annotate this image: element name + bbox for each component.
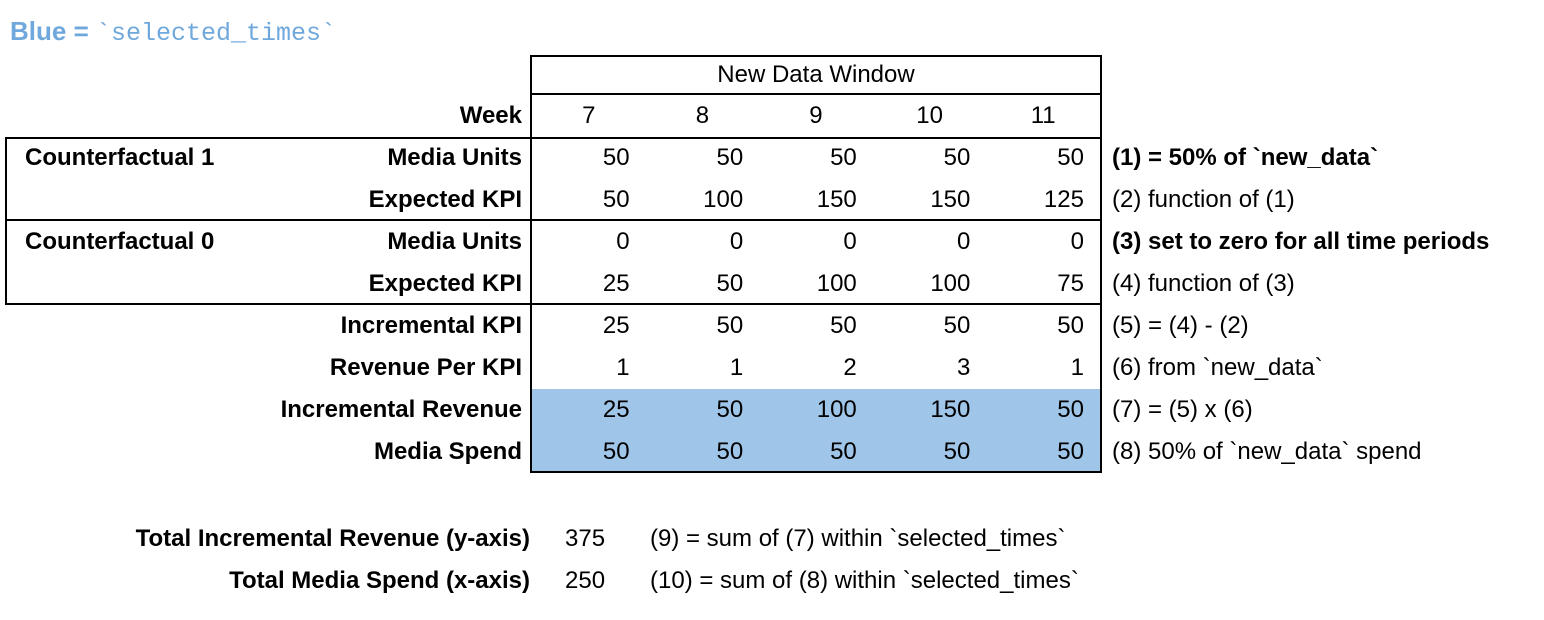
cell: 150 bbox=[930, 396, 971, 423]
table-row: 25 50 100 100 75 bbox=[532, 263, 1100, 305]
cell: 0 bbox=[616, 228, 630, 255]
cell: 0 bbox=[729, 228, 744, 255]
cell: 100 bbox=[816, 396, 857, 423]
week-number: 9 bbox=[809, 102, 823, 129]
cell: 50 bbox=[830, 144, 857, 171]
week-label: Week bbox=[459, 102, 522, 129]
annotation-7: (7) = (5) x (6) bbox=[1112, 396, 1253, 423]
table-border-left bbox=[530, 55, 532, 473]
total-media-spend-label: Total Media Spend (x-axis) bbox=[229, 567, 530, 594]
total-media-spend-value: 250 bbox=[565, 567, 606, 594]
table-row: 25 50 50 50 50 bbox=[532, 305, 1100, 347]
table-row: 50 50 50 50 50 bbox=[532, 137, 1100, 179]
new-data-window-header: New Data Window bbox=[717, 61, 915, 88]
cell: 75 bbox=[1057, 270, 1084, 297]
cell: 50 bbox=[716, 312, 744, 339]
annotation-5: (5) = (4) - (2) bbox=[1112, 312, 1249, 339]
cell: 50 bbox=[1057, 438, 1084, 465]
cell: 50 bbox=[1057, 144, 1084, 171]
annotation-4: (4) function of (3) bbox=[1112, 270, 1295, 297]
cell: 50 bbox=[943, 312, 971, 339]
week-number: 10 bbox=[916, 102, 943, 129]
table-row: 50 100 150 150 125 bbox=[532, 179, 1100, 221]
selected-times-highlight bbox=[532, 389, 1100, 471]
cell: 25 bbox=[602, 396, 630, 423]
total-incremental-revenue-label: Total Incremental Revenue (y-axis) bbox=[135, 525, 530, 552]
table-row-highlighted: 50 50 50 50 50 bbox=[532, 431, 1100, 473]
week-number-row: 7 8 9 10 11 bbox=[532, 95, 1100, 137]
cell: 25 bbox=[602, 270, 630, 297]
cell: 25 bbox=[602, 312, 630, 339]
week-number: 7 bbox=[582, 102, 596, 129]
table-border-cf1-bottom bbox=[5, 219, 1102, 221]
cell: 100 bbox=[816, 270, 857, 297]
annotation-2: (2) function of (1) bbox=[1112, 186, 1295, 213]
row-label-expected-kpi-cf0: Expected KPI bbox=[368, 270, 522, 297]
cell: 50 bbox=[716, 438, 744, 465]
cell: 1 bbox=[729, 354, 744, 381]
table-row: 0 0 0 0 0 bbox=[532, 221, 1100, 263]
legend-note: Blue = `selected_times` bbox=[10, 16, 336, 48]
total-incremental-revenue-value: 375 bbox=[565, 525, 606, 552]
group-label-counterfactual-0: Counterfactual 0 bbox=[25, 228, 215, 255]
cell: 100 bbox=[703, 186, 744, 213]
cell: 125 bbox=[1043, 186, 1084, 213]
row-label-media-units-cf0: Media Units bbox=[387, 228, 522, 255]
row-label-media-units-cf1: Media Units bbox=[387, 144, 522, 171]
cell: 100 bbox=[930, 270, 971, 297]
row-label-expected-kpi-cf1: Expected KPI bbox=[368, 186, 522, 213]
week-number: 8 bbox=[695, 102, 710, 129]
table-row: 1 1 2 3 1 bbox=[532, 347, 1100, 389]
cell: 50 bbox=[830, 438, 857, 465]
annotation-6: (6) from `new_data` bbox=[1112, 354, 1323, 381]
group-box-left-border bbox=[5, 137, 7, 305]
table-border-top bbox=[530, 55, 1102, 57]
row-label-incremental-kpi: Incremental KPI bbox=[340, 312, 522, 339]
cell: 50 bbox=[602, 144, 630, 171]
cell: 50 bbox=[1057, 396, 1084, 423]
annotation-9: (9) = sum of (7) within `selected_times` bbox=[650, 525, 1066, 552]
cell: 50 bbox=[716, 144, 744, 171]
cell: 50 bbox=[602, 438, 630, 465]
table-border-cf0-bottom bbox=[5, 303, 1102, 305]
cell: 1 bbox=[1070, 354, 1084, 381]
annotation-1: (1) = 50% of `new_data` bbox=[1112, 144, 1379, 171]
cell: 50 bbox=[943, 438, 971, 465]
annotation-10: (10) = sum of (8) within `selected_times… bbox=[650, 567, 1079, 594]
table-border-week-bottom bbox=[5, 137, 1102, 139]
cell: 1 bbox=[616, 354, 630, 381]
cell: 50 bbox=[943, 144, 971, 171]
cell: 3 bbox=[957, 354, 971, 381]
cell: 50 bbox=[716, 270, 744, 297]
cell: 50 bbox=[830, 312, 857, 339]
annotation-3: (3) set to zero for all time periods bbox=[1112, 228, 1490, 255]
cell: 50 bbox=[1057, 312, 1084, 339]
table-border-right bbox=[1100, 55, 1102, 473]
row-label-revenue-per-kpi: Revenue Per KPI bbox=[329, 354, 522, 381]
table-row-highlighted: 25 50 100 150 50 bbox=[532, 389, 1100, 431]
cell: 50 bbox=[602, 186, 630, 213]
row-label-incremental-revenue: Incremental Revenue bbox=[280, 396, 522, 423]
table-border-header-bottom bbox=[530, 93, 1102, 95]
legend-note-code: `selected_times` bbox=[95, 19, 337, 48]
cell: 0 bbox=[957, 228, 971, 255]
cell: 150 bbox=[930, 186, 971, 213]
cell: 50 bbox=[716, 396, 744, 423]
cell: 150 bbox=[816, 186, 857, 213]
legend-note-prefix: Blue = bbox=[10, 16, 96, 46]
week-number: 11 bbox=[1030, 102, 1056, 129]
table-border-bottom bbox=[530, 471, 1102, 473]
group-label-counterfactual-1: Counterfactual 1 bbox=[25, 144, 215, 171]
cell: 0 bbox=[1070, 228, 1084, 255]
row-label-media-spend: Media Spend bbox=[373, 438, 522, 465]
annotation-8: (8) 50% of `new_data` spend bbox=[1112, 438, 1422, 465]
cell: 0 bbox=[843, 228, 857, 255]
cell: 2 bbox=[843, 354, 857, 381]
